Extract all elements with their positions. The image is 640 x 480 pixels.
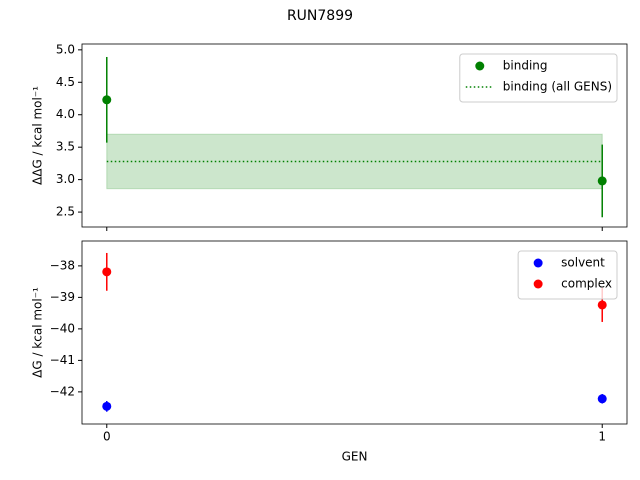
figure-title: RUN7899	[287, 8, 353, 24]
legend: solvent complex	[517, 250, 618, 300]
y-tick-label: 3.0	[56, 172, 75, 186]
y-tick-label: 3.5	[56, 140, 75, 154]
x-axis-label: GEN	[342, 450, 368, 464]
y-tick-label: 4.0	[56, 107, 75, 121]
y-tick-label: 5.0	[56, 42, 75, 56]
axes: 2.5 3.0 3.5 4.0 4.5 5.0 ΔΔG / kcal mol⁻¹ bindin…	[31, 42, 628, 231]
legend-marker	[533, 258, 543, 268]
y-tick-label: −41	[50, 353, 75, 367]
legend-label: complex	[561, 277, 612, 291]
x-tick-label: 0	[103, 430, 111, 444]
y-tick-label: −39	[50, 290, 75, 304]
legend: binding binding (all GENS)	[459, 53, 618, 103]
axes-frame	[81, 43, 628, 228]
legend-label: binding	[503, 59, 548, 73]
legend-box	[517, 250, 618, 300]
y-axis-label: ΔΔG / kcal mol⁻¹	[31, 86, 45, 185]
y-tick-label: 2.5	[56, 205, 75, 219]
legend-label: solvent	[561, 256, 605, 270]
legend-label: binding (all GENS)	[503, 80, 612, 94]
y-axis-label: ΔG / kcal mol⁻¹	[31, 287, 45, 378]
y-tick-label: −38	[50, 258, 75, 272]
axes-frame	[81, 240, 628, 425]
x-tick-label: 1	[598, 430, 606, 444]
point	[102, 267, 112, 277]
point	[597, 394, 607, 404]
point	[597, 176, 607, 186]
legend-box	[459, 53, 618, 103]
y-tick-label: −40	[50, 321, 75, 335]
y-tick-label: −42	[50, 384, 75, 398]
legend-marker	[533, 279, 543, 289]
point	[102, 95, 112, 105]
axes: −42 −41 −40 −39 −38 0 1 ΔG / kcal mol⁻¹ GEN solve…	[31, 240, 628, 464]
y-tick-label: 4.5	[56, 75, 75, 89]
point	[102, 401, 112, 411]
point	[597, 300, 607, 310]
legend-marker	[475, 61, 485, 71]
